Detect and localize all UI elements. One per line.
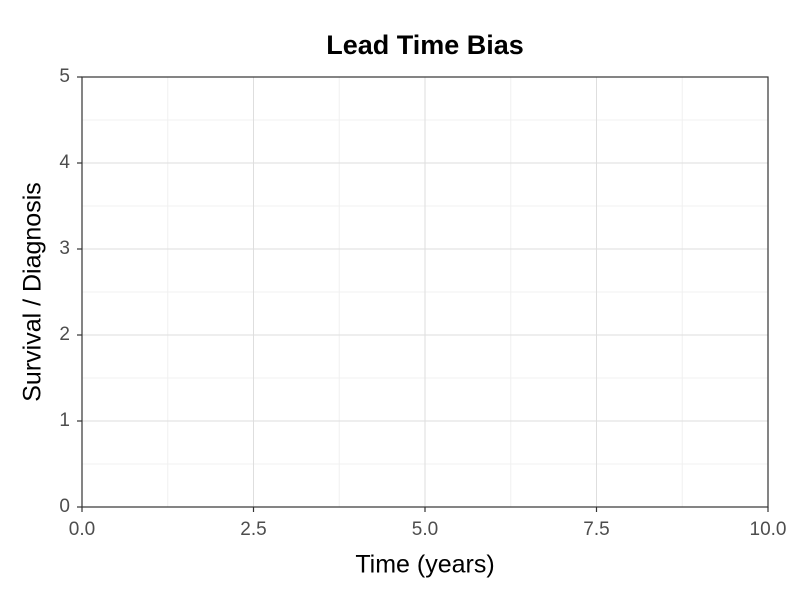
x-axis-label: Time (years) [355,551,494,579]
chart-title: Lead Time Bias [326,30,524,60]
x-tick-label: 7.5 [583,519,609,540]
y-tick-label: 3 [59,238,70,259]
y-tick-label: 4 [59,152,70,173]
y-tick-label: 2 [59,324,70,345]
x-tick-label: 0.0 [69,519,95,540]
y-axis-label: Survival / Diagnosis [19,182,47,402]
y-tick-label: 0 [59,496,70,517]
x-tick-label: 10.0 [750,519,787,540]
y-tick-label: 1 [59,410,70,431]
x-tick-label: 5.0 [412,519,438,540]
x-tick-label: 2.5 [240,519,266,540]
panel-border [81,76,769,508]
y-tick-label: 5 [59,66,70,87]
